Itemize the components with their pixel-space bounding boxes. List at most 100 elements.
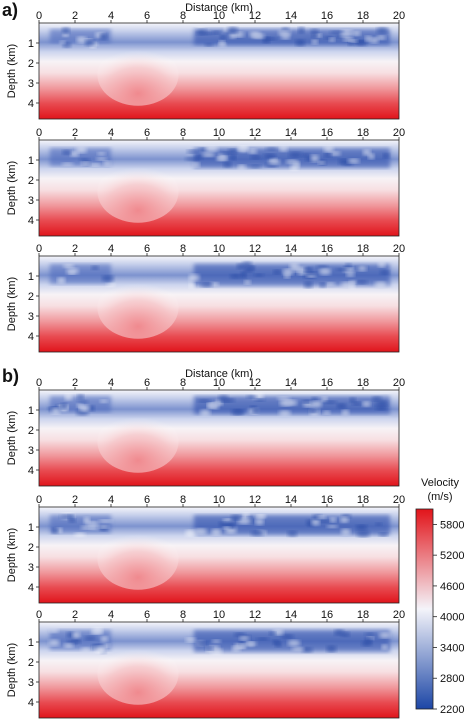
x-tick-label: 16 — [321, 609, 333, 621]
heatmap-field — [39, 23, 399, 119]
x-tick-label: 6 — [144, 609, 150, 621]
texture-blob — [310, 154, 320, 162]
texture-blob — [369, 37, 379, 44]
texture-blob — [76, 400, 89, 404]
y-tick-label: 3 — [28, 562, 34, 574]
x-tick-label: 4 — [108, 494, 114, 506]
texture-blob — [338, 158, 351, 165]
texture-blob — [62, 263, 75, 268]
texture-blob — [265, 147, 278, 151]
x-tick-label: 18 — [357, 10, 369, 22]
texture-blob — [185, 157, 198, 161]
x-tick-label: 16 — [321, 127, 333, 139]
texture-blob — [364, 35, 372, 42]
texture-blob — [249, 164, 262, 169]
x-tick-label: 10 — [213, 127, 225, 139]
texture-blob — [323, 400, 337, 405]
texture-blob — [379, 632, 391, 639]
y-tick-label: 1 — [28, 155, 34, 167]
colorbar: Velocity (m/s) 2200 2800 3400 4000 4600 5200 5… — [415, 477, 464, 716]
texture-blob — [329, 517, 337, 523]
texture-blob — [318, 519, 331, 524]
texture-blob — [319, 282, 327, 288]
texture-blob — [287, 530, 298, 537]
texture-blob — [70, 151, 80, 157]
texture-blob — [230, 514, 241, 521]
texture-blob — [253, 273, 265, 277]
texture-blob — [246, 641, 255, 647]
texture-blob — [255, 518, 265, 525]
x-tick-label: 20 — [393, 377, 405, 389]
x-tick-label: 10 — [213, 377, 225, 389]
high-velocity-dome — [97, 161, 179, 223]
part-label-b: b) — [2, 366, 19, 386]
texture-blob — [204, 146, 219, 152]
texture-blob — [323, 146, 334, 153]
texture-blob — [285, 159, 299, 165]
texture-blob — [61, 27, 71, 34]
texture-blob — [256, 637, 269, 641]
texture-blob — [325, 282, 336, 286]
x-tick-label: 8 — [180, 10, 186, 22]
texture-blob — [318, 160, 326, 165]
x-tick-label: 12 — [249, 494, 261, 506]
colorbar-tick-label: 2200 — [440, 704, 464, 716]
x-tick-label: 0 — [36, 243, 42, 255]
texture-blob — [301, 399, 312, 404]
texture-blob — [68, 518, 77, 523]
texture-blob — [51, 527, 59, 534]
texture-blob — [280, 34, 291, 40]
layer-texture — [48, 627, 391, 655]
texture-blob — [348, 39, 358, 43]
texture-blob — [89, 525, 99, 530]
texture-blob — [252, 408, 260, 414]
layer-texture — [61, 145, 390, 171]
texture-blob — [64, 393, 73, 401]
y-tick-label: 2 — [28, 175, 34, 187]
texture-blob — [362, 149, 372, 156]
texture-blob — [250, 530, 264, 537]
colorbar-tick-label: 4000 — [440, 612, 464, 624]
texture-blob — [74, 532, 86, 537]
texture-blob — [374, 281, 388, 288]
x-tick-label: 10 — [213, 243, 225, 255]
colorbar-unit: (m/s) — [427, 491, 452, 503]
texture-blob — [210, 648, 223, 655]
texture-blob — [301, 647, 313, 653]
x-tick-label: 16 — [321, 377, 333, 389]
layer-texture — [51, 512, 388, 538]
texture-blob — [95, 157, 108, 161]
heatmap-field — [39, 256, 399, 352]
y-tick-label: 4 — [28, 465, 34, 477]
texture-blob — [210, 528, 222, 536]
texture-blob — [92, 627, 103, 634]
texture-blob — [250, 155, 262, 160]
x-tick-label: 16 — [321, 494, 333, 506]
y-axis-title: Depth (km) — [6, 161, 18, 215]
texture-blob — [196, 641, 208, 646]
texture-blob — [83, 635, 97, 641]
texture-blob — [281, 634, 294, 639]
x-tick-label: 14 — [285, 494, 297, 506]
x-tick-label: 0 — [36, 494, 42, 506]
x-tick-label: 2 — [72, 609, 78, 621]
texture-blob — [303, 281, 313, 289]
layer-texture — [47, 392, 389, 416]
layer-texture — [59, 26, 388, 49]
texture-blob — [268, 631, 277, 636]
y-tick-label: 4 — [28, 582, 34, 594]
y-tick-label: 3 — [28, 78, 34, 90]
x-axis-title-b: Distance (km) — [185, 368, 253, 380]
heatmap-field — [39, 507, 399, 603]
texture-blob — [61, 162, 74, 166]
texture-blob — [321, 396, 328, 402]
texture-blob — [188, 274, 200, 282]
texture-blob — [247, 148, 258, 154]
texture-blob — [376, 35, 386, 40]
x-tick-label: 20 — [393, 609, 405, 621]
texture-blob — [340, 281, 355, 288]
x-tick-label: 18 — [357, 494, 369, 506]
texture-blob — [329, 30, 344, 35]
